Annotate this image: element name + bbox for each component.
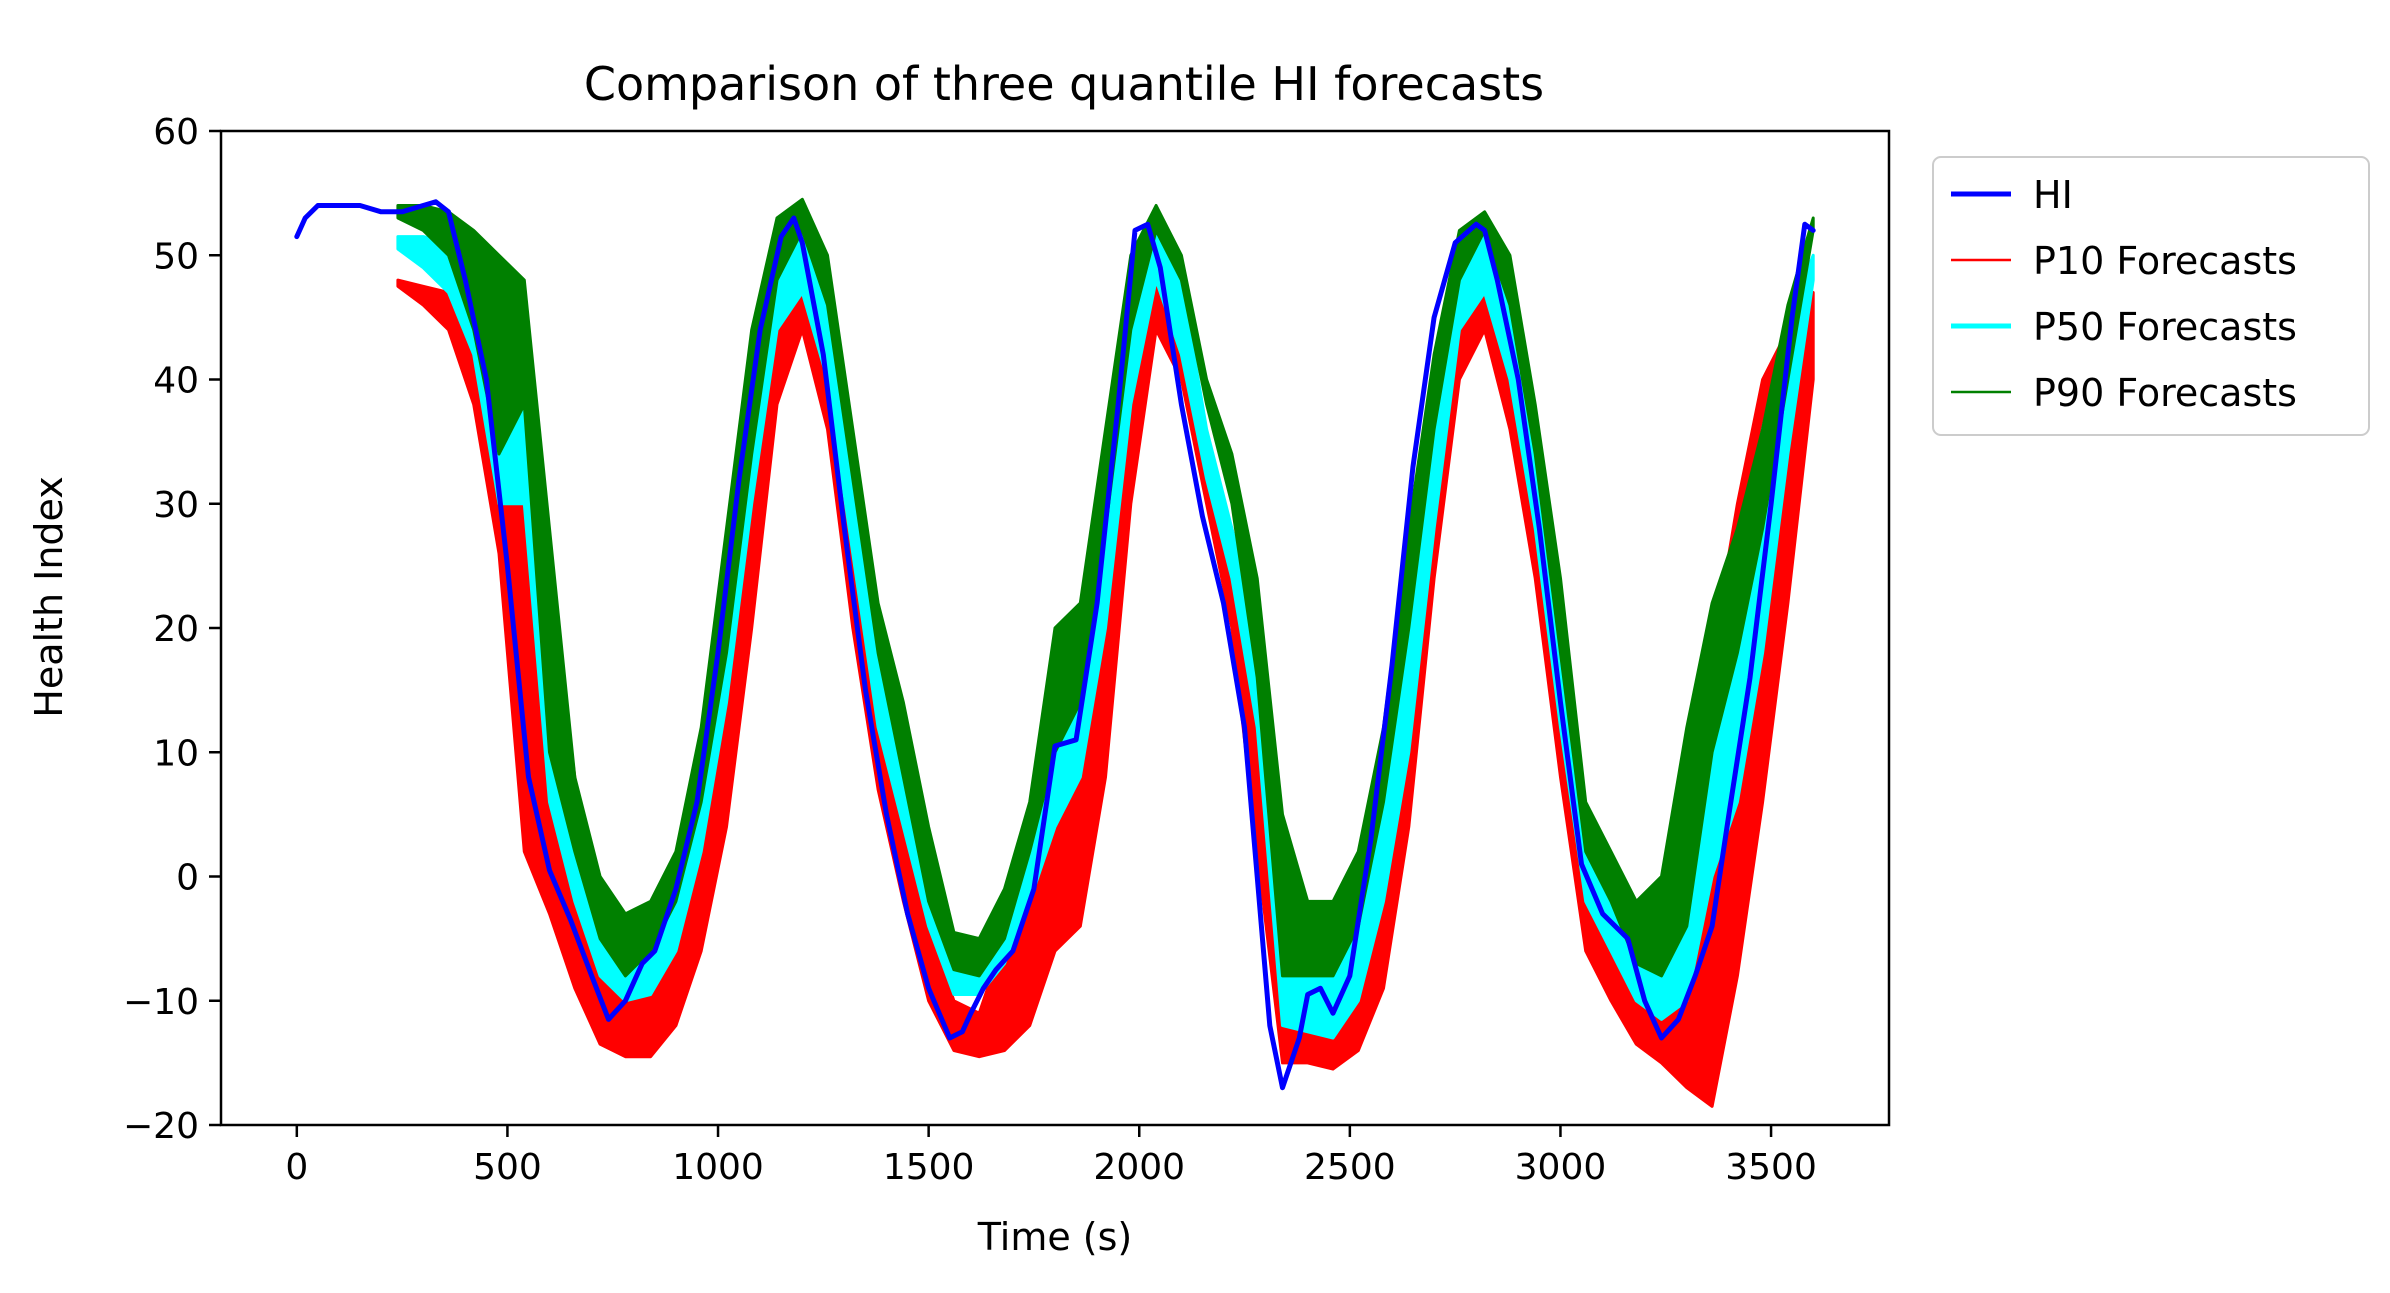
legend: HI P10 Forecasts P50 Forecasts P90 Forecast… [1932,156,2370,436]
legend-label: P10 Forecasts [2033,239,2297,283]
x-tick-label: 3000 [1515,1147,1607,1188]
x-tick-label: 2500 [1304,1147,1396,1188]
chart-title: Comparison of three quantile HI forecast… [584,57,1544,111]
plot-area [294,197,1816,1108]
axes: 0 500 1000 1500 2000 2500 3000 3500 −20 −10 0 10 20 3… [123,112,1891,1188]
y-axis-label: Health Index [27,476,71,717]
y-tick-label: 60 [153,112,199,153]
y-tick-label: 20 [153,609,199,650]
y-tick-label: 50 [153,236,199,277]
y-tick-label: −20 [123,1106,199,1147]
x-tick-label: 500 [473,1147,542,1188]
y-tick-label: 10 [153,733,199,774]
legend-label: P50 Forecasts [2033,305,2297,349]
x-tick-label: 3500 [1725,1147,1817,1188]
x-axis-label: Time (s) [977,1215,1133,1259]
x-tick-label: 1500 [883,1147,975,1188]
y-tick-label: 0 [176,858,199,899]
legend-label: P90 Forecasts [2033,371,2297,415]
x-tick-label: 2000 [1093,1147,1185,1188]
legend-label: HI [2033,173,2073,217]
x-tick-label: 0 [285,1147,308,1188]
legend-box [1932,156,2370,436]
series-line-hi [294,199,1816,1091]
x-tick-label: 1000 [672,1147,764,1188]
y-tick-label: 40 [153,361,199,402]
y-tick-label: −10 [123,982,199,1023]
y-tick-label: 30 [153,485,199,526]
